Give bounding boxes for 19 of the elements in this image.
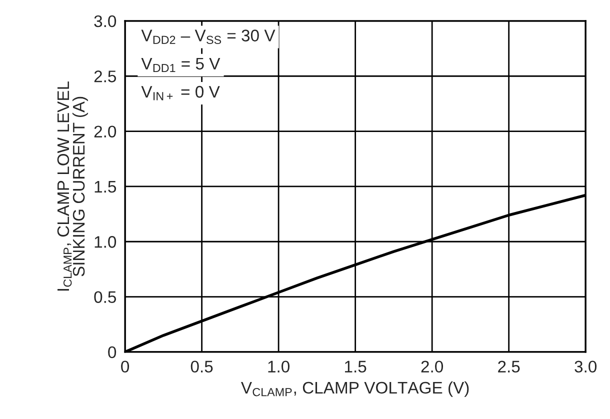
x-axis-title: V$_{CLAMP}$, CLAMP VOLTAGE (V) bbox=[240, 381, 469, 397]
x-tick-label: 2.0 bbox=[421, 360, 444, 373]
y-tick-label: 1.0 bbox=[94, 236, 116, 248]
x-tick-label: 3.0 bbox=[574, 360, 597, 373]
y-axis-title: I$_{CLAMP}$, CLAMP LOW LEVEL SINKING CURRENT (A) bbox=[57, 81, 88, 291]
x-tick-label: 0.5 bbox=[190, 360, 213, 373]
x-tick-label: 2.5 bbox=[498, 360, 520, 373]
x-tick-label: 1.0 bbox=[268, 360, 290, 373]
x-tick-label: 0 bbox=[121, 360, 130, 373]
y-tick-label: 0 bbox=[108, 346, 116, 358]
y-tick-label: 3.0 bbox=[94, 15, 116, 28]
annotation: V$_{IN+}$ = 0 V bbox=[141, 86, 220, 100]
y-tick-label: 1.5 bbox=[94, 181, 116, 193]
y-tick-label: 2.5 bbox=[94, 70, 116, 82]
annotation: V$_{DD1}$ = 5 V bbox=[141, 58, 220, 72]
y-tick-label: 2.0 bbox=[94, 126, 116, 138]
x-tick-label: 1.5 bbox=[345, 360, 366, 373]
annotation: V$_{DD2}$ – V$_{SS}$ = 30 V bbox=[141, 30, 276, 44]
y-tick-label: 0.5 bbox=[94, 291, 116, 303]
